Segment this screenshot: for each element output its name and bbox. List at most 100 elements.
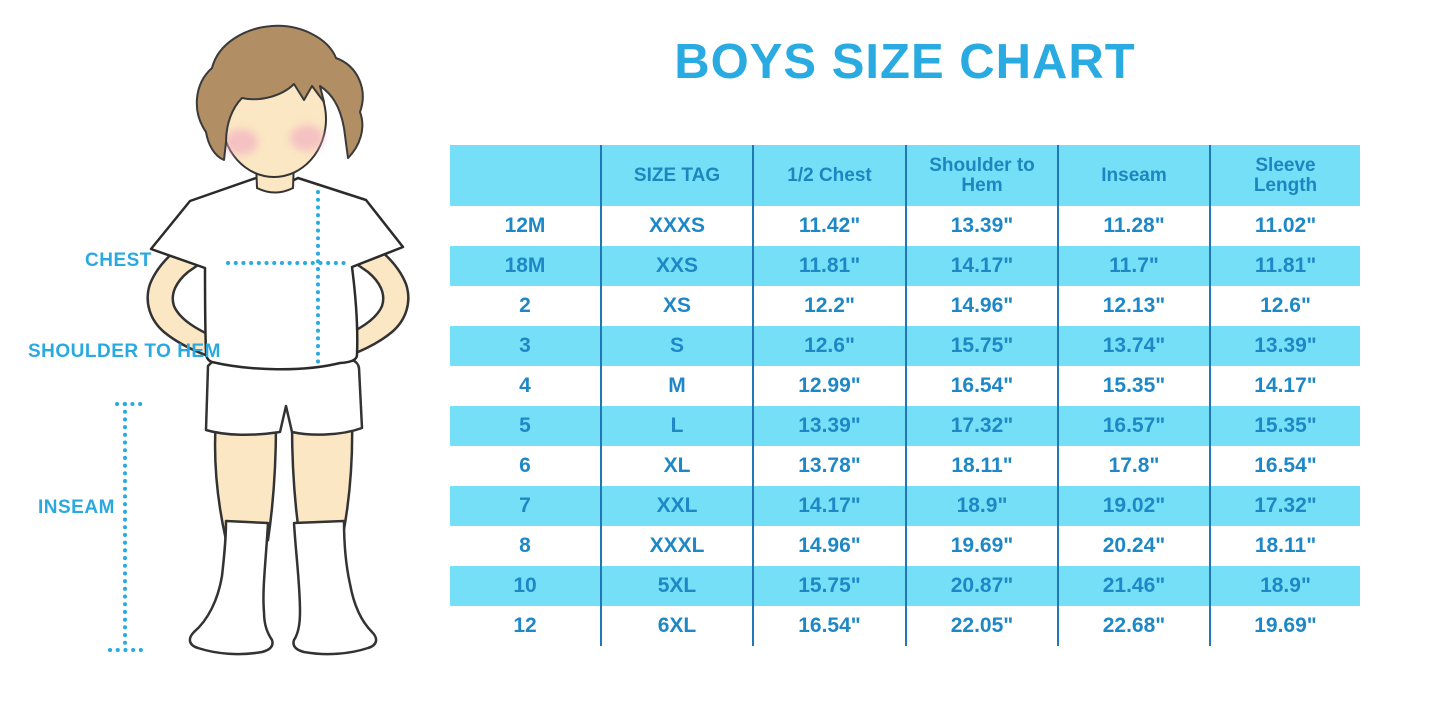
boy-right-sock [292, 519, 378, 656]
table-cell: 19.02" [1059, 486, 1211, 526]
table-cell: 15.75" [907, 326, 1059, 366]
table-row: 12M XXXS 11.42" 13.39" 11.28" 11.02" [450, 206, 1360, 246]
inseam-label: INSEAM [38, 497, 115, 518]
table-cell: 10 [450, 566, 602, 606]
table-cell: XXS [602, 246, 754, 286]
table-cell: 22.05" [907, 606, 1059, 646]
table-cell: 11.7" [1059, 246, 1211, 286]
table-cell: 18.11" [907, 446, 1059, 486]
table-row: 2 XS 12.2" 14.96" 12.13" 12.6" [450, 286, 1360, 326]
table-cell: 6 [450, 446, 602, 486]
table-cell: 17.8" [1059, 446, 1211, 486]
table-cell: XXXS [602, 206, 754, 246]
table-cell: 12 [450, 606, 602, 646]
table-cell: 16.54" [1254, 453, 1317, 477]
table-cell: 19.69" [907, 526, 1059, 566]
table-cell: 16.57" [1059, 406, 1211, 446]
table-cell: 19.69" [1254, 613, 1317, 637]
table-row: 5 L 13.39" 17.32" 16.57" 15.35" [450, 406, 1360, 446]
table-cell: XL [602, 446, 754, 486]
size-table: SIZE TAG 1/2 Chest Shoulder to Hem Inseam Sl… [450, 145, 1360, 646]
table-cell: 18.9" [1260, 573, 1311, 597]
table-cell: 5 [450, 406, 602, 446]
table-cell: 4 [450, 366, 602, 406]
measurement-figure: CHEST SHOULDER TO HEM INSEAM [0, 0, 450, 723]
table-cell: 13.78" [754, 446, 907, 486]
table-cell: 22.68" [1059, 606, 1211, 646]
table-row: 12 6XL 16.54" 22.05" 22.68" 19.69" [450, 606, 1360, 646]
table-row: 8 XXXL 14.96" 19.69" 20.24" 18.11" [450, 526, 1360, 566]
table-cell: XS [602, 286, 754, 326]
table-cell: 17.32" [907, 406, 1059, 446]
table-cell: XXL [602, 486, 754, 526]
table-cell: 15.75" [754, 566, 907, 606]
table-cell: 12M [450, 206, 602, 246]
table-cell: 14.96" [907, 286, 1059, 326]
table-cell: 18.9" [907, 486, 1059, 526]
column-header: 1/2 Chest [754, 145, 907, 206]
chest-label: CHEST [85, 250, 152, 271]
table-row: 4 M 12.99" 16.54" 15.35" 14.17" [450, 366, 1360, 406]
table-cell: 11.02" [1254, 213, 1317, 237]
table-cell: 12.99" [754, 366, 907, 406]
table-cell: 7 [450, 486, 602, 526]
column-header: Sleeve Length [1253, 154, 1318, 196]
table-cell: 13.74" [1059, 326, 1211, 366]
boy-tshirt [149, 176, 405, 371]
boy-left-arm [146, 234, 218, 358]
table-cell: 21.46" [1059, 566, 1211, 606]
column-header: SIZE TAG [602, 145, 754, 206]
table-cell: 5XL [602, 566, 754, 606]
table-header-row: SIZE TAG 1/2 Chest Shoulder to Hem Inseam Sl… [450, 145, 1360, 206]
table-cell: 11.81" [1254, 253, 1317, 277]
page-title: BOYS SIZE CHART [674, 35, 1136, 89]
boy-left-sock [188, 519, 274, 656]
table-cell: 13.39" [754, 406, 907, 446]
table-cell: 11.28" [1059, 206, 1211, 246]
table-cell: 12.13" [1059, 286, 1211, 326]
table-cell: 20.24" [1059, 526, 1211, 566]
table-cell: 12.6" [754, 326, 907, 366]
table-cell: 11.81" [754, 246, 907, 286]
table-cell: 11.42" [754, 206, 907, 246]
column-header: Inseam [1059, 145, 1211, 206]
table-cell: 14.96" [754, 526, 907, 566]
table-row: 18M XXS 11.81" 14.17" 11.7" 11.81" [450, 246, 1360, 286]
table-cell: M [602, 366, 754, 406]
table-cell: 16.54" [907, 366, 1059, 406]
table-cell: 14.17" [1254, 373, 1317, 397]
boy-hair [195, 24, 364, 161]
boy-figure-illustration [108, 24, 410, 656]
boy-shorts [204, 358, 364, 437]
table-cell: 15.35" [1059, 366, 1211, 406]
table-row: 3 S 12.6" 15.75" 13.74" 13.39" [450, 326, 1360, 366]
boy-right-cheek [290, 125, 324, 151]
table-row: 10 5XL 15.75" 20.87" 21.46" 18.9" [450, 566, 1360, 606]
shoulder-to-hem-label: SHOULDER TO HEM [28, 341, 221, 362]
table-cell: 3 [450, 326, 602, 366]
table-cell: 13.39" [907, 206, 1059, 246]
column-header: Shoulder to Hem [907, 145, 1059, 206]
table-cell: L [602, 406, 754, 446]
table-row: 6 XL 13.78" 18.11" 17.8" 16.54" [450, 446, 1360, 486]
table-cell: 14.17" [754, 486, 907, 526]
table-cell: 16.54" [754, 606, 907, 646]
table-cell: 6XL [602, 606, 754, 646]
table-cell: 18M [450, 246, 602, 286]
table-cell: 12.2" [754, 286, 907, 326]
table-row: 7 XXL 14.17" 18.9" 19.02" 17.32" [450, 486, 1360, 526]
table-cell: S [602, 326, 754, 366]
table-cell: 15.35" [1254, 413, 1317, 437]
column-header [450, 145, 602, 206]
table-cell: 20.87" [907, 566, 1059, 606]
table-cell: 18.11" [1254, 533, 1317, 557]
table-cell: 13.39" [1254, 333, 1317, 357]
table-cell: XXXL [602, 526, 754, 566]
boy-right-arm [338, 234, 410, 358]
table-cell: 14.17" [907, 246, 1059, 286]
table-cell: 12.6" [1260, 293, 1311, 317]
table-cell: 2 [450, 286, 602, 326]
table-cell: 8 [450, 526, 602, 566]
boy-left-cheek [224, 129, 258, 155]
